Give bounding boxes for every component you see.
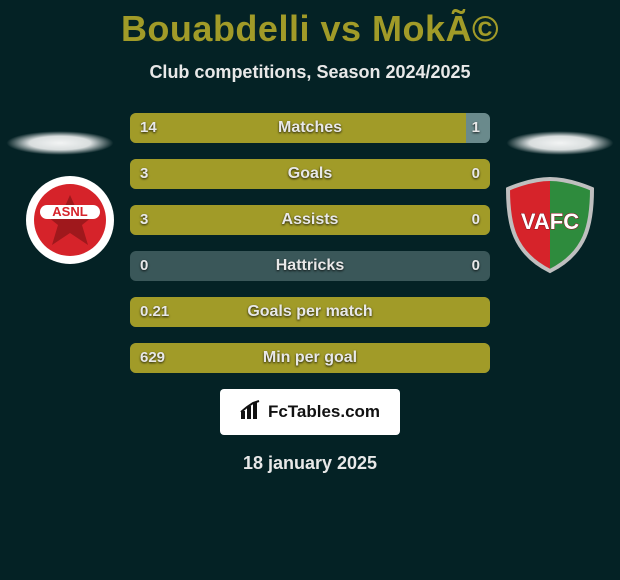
subtitle: Club competitions, Season 2024/2025	[0, 62, 620, 83]
stat-row: 30Goals	[130, 159, 490, 189]
vs-text: vs	[320, 8, 361, 49]
stat-bars: 141Matches 30Goals 30Assists 00Hattricks 0.2…	[130, 113, 490, 373]
player1-name: Bouabdelli	[121, 8, 310, 49]
team-badge-right: VAFC	[500, 175, 600, 275]
stat-row: 00Hattricks	[130, 251, 490, 281]
stat-label: Goals	[130, 159, 490, 189]
stat-label: Min per goal	[130, 343, 490, 373]
asnl-badge-icon: ASNL	[20, 175, 120, 275]
badge-shadow-right	[506, 131, 614, 155]
page-title: Bouabdelli vs MokÃ©	[0, 0, 620, 50]
date-text: 18 january 2025	[0, 453, 620, 474]
brand-badge: FcTables.com	[220, 389, 400, 435]
vafc-badge-icon: VAFC	[500, 175, 600, 275]
team-badge-left: ASNL	[20, 175, 120, 275]
stat-label: Goals per match	[130, 297, 490, 327]
stat-label: Matches	[130, 113, 490, 143]
chart-icon	[240, 400, 262, 425]
stat-row: 0.21Goals per match	[130, 297, 490, 327]
brand-text: FcTables.com	[268, 402, 380, 422]
stat-label: Hattricks	[130, 251, 490, 281]
stat-row: 141Matches	[130, 113, 490, 143]
badge-shadow-left	[6, 131, 114, 155]
stat-label: Assists	[130, 205, 490, 235]
stat-row: 30Assists	[130, 205, 490, 235]
svg-text:ASNL: ASNL	[52, 204, 87, 219]
comparison-stage: ASNL VAFC 141Matches 30Goals 30Assists 00Ha…	[0, 113, 620, 373]
svg-text:VAFC: VAFC	[521, 209, 579, 234]
stat-row: 629Min per goal	[130, 343, 490, 373]
player2-name: MokÃ©	[372, 8, 499, 49]
